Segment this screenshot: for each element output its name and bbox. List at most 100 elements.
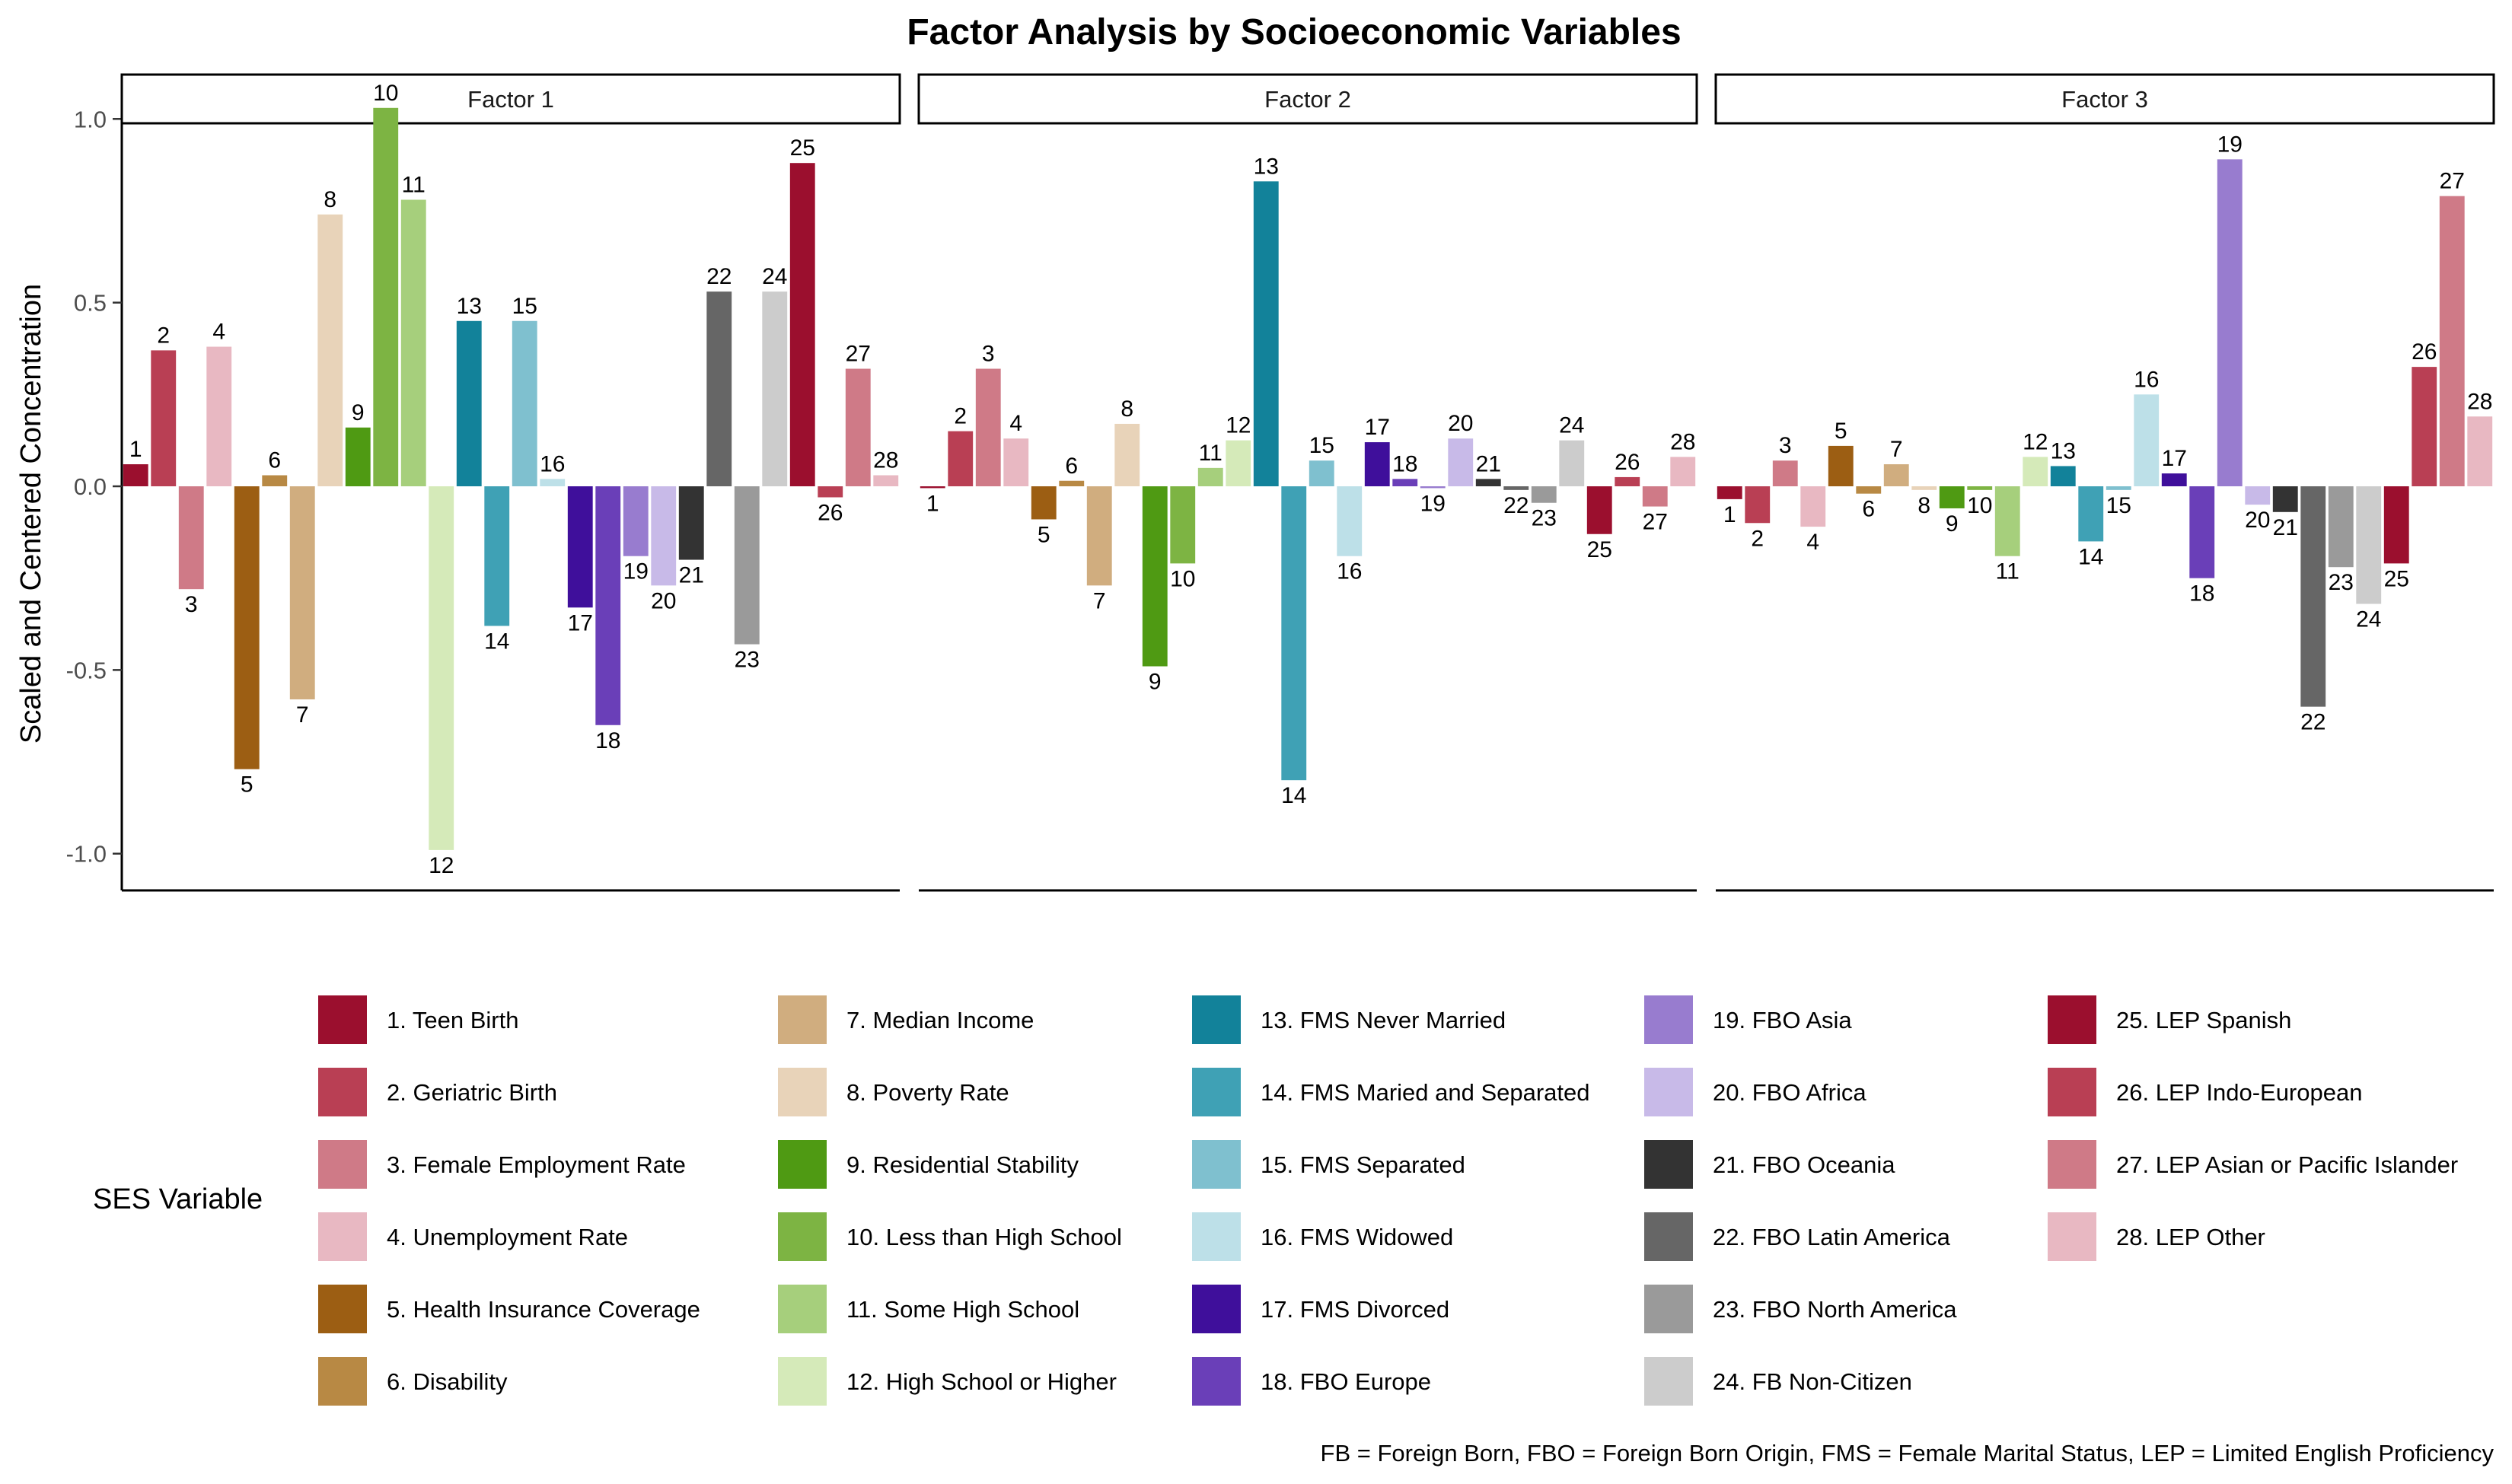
bar-label: 21 [1476,451,1501,476]
bar-factor-3-var-22 [2300,486,2326,707]
legend-swatch [1644,1285,1693,1333]
bar-factor-1-var-8 [317,214,343,486]
facet-panel-2: Factor 212345678910111213141516171819202… [917,73,1698,892]
bar-factor-1-var-17 [567,486,593,608]
bar-label: 27 [846,342,871,367]
legend-items: 1. Teen Birth 2. Geriatric Birth 3. Female… [318,995,2458,1406]
bar-label: 21 [679,563,704,588]
legend-item-11: 11. Some High School [778,1285,1079,1333]
bar-label: 26 [2412,339,2437,365]
bar-factor-3-var-18 [2189,486,2215,578]
bar-label: 11 [1199,441,1223,466]
bar-factor-2-var-20 [1448,438,1474,486]
bar-factor-3-var-27 [2439,196,2465,486]
bar-label: 25 [2384,566,2409,591]
bar-label: 13 [2051,438,2076,463]
bar-label: 1 [926,491,939,516]
bar-label: 24 [2356,607,2381,632]
bar-factor-2-var-14 [1281,486,1307,781]
bar-factor-3-var-15 [2106,486,2131,490]
bar-label: 18 [1392,451,1417,476]
legend-swatch [2048,995,2096,1044]
chart-title: Factor Analysis by Socioeconomic Variabl… [907,12,1681,53]
bar-label: 15 [1309,433,1334,458]
legend-swatch [1192,1357,1241,1406]
bar-factor-2-var-26 [1615,476,1640,486]
legend-item-5: 5. Health Insurance Coverage [318,1285,700,1333]
bar-label: 5 [1038,522,1050,547]
legend-item-3: 3. Female Employment Rate [318,1140,686,1189]
bar-factor-2-var-24 [1559,440,1585,486]
bar-factor-2-var-25 [1586,486,1612,534]
bar-label: 10 [373,81,398,106]
legend-label: 18. FBO Europe [1261,1368,1431,1395]
bar-label: 5 [241,772,253,798]
bar-factor-1-var-1 [123,464,148,486]
legend-swatch [318,1357,367,1406]
legend-swatch [778,1357,827,1406]
legend-item-16: 16. FMS Widowed [1192,1212,1453,1261]
bar-factor-2-var-1 [920,486,945,489]
legend-label: 20. FBO Africa [1713,1079,1866,1106]
bar-factor-1-var-6 [262,475,288,486]
bar-factor-3-var-1 [1717,486,1742,499]
bar-factor-2-var-8 [1114,423,1140,486]
legend-title: SES Variable [93,1183,263,1215]
y-tick-label: 0.5 [74,290,107,317]
bar-label: 17 [2162,446,2187,471]
legend-item-24: 24. FB Non-Citizen [1644,1357,1912,1406]
bar-factor-3-var-19 [2217,159,2243,486]
bar-factor-1-var-12 [429,486,454,850]
legend-swatch [1644,1357,1693,1406]
bar-factor-3-var-5 [1828,445,1854,486]
legend-swatch [1192,1285,1241,1333]
bar-factor-3-var-20 [2245,486,2271,505]
bar-factor-2-var-9 [1142,486,1168,667]
bar-label: 13 [457,294,482,319]
bar-factor-2-var-12 [1226,440,1251,486]
legend-label: 2. Geriatric Birth [387,1079,557,1106]
legend-item-19: 19. FBO Asia [1644,995,1852,1044]
legend-swatch [1644,1140,1693,1189]
bar-factor-2-var-5 [1031,486,1057,520]
y-tick-label: -1.0 [66,841,107,868]
legend-item-10: 10. Less than High School [778,1212,1122,1261]
bar-label: 11 [1996,559,2019,584]
legend-swatch [1644,1212,1693,1261]
bar-factor-3-var-28 [2467,416,2493,486]
bar-label: 12 [429,853,454,878]
legend-item-23: 23. FBO North America [1644,1285,1957,1333]
legend: SES Variable 1. Teen Birth 2. Geriatric B… [93,995,2458,1406]
bar-factor-3-var-21 [2272,486,2298,512]
legend-label: 14. FMS Maried and Separated [1261,1079,1590,1106]
legend-item-25: 25. LEP Spanish [2048,995,2291,1044]
legend-label: 24. FB Non-Citizen [1713,1368,1912,1395]
bar-label: 27 [1643,510,1668,535]
bar-factor-2-var-6 [1059,480,1085,486]
legend-label: 6. Disability [387,1368,508,1395]
legend-item-27: 27. LEP Asian or Pacific Islander [2048,1140,2458,1189]
bar-factor-1-var-25 [789,163,815,486]
bar-label: 15 [512,294,537,319]
bar-factor-2-var-18 [1392,479,1418,486]
bar-label: 2 [157,323,170,348]
bar-factor-1-var-26 [818,486,843,498]
legend-label: 26. LEP Indo-European [2116,1079,2362,1106]
caption: FB = Foreign Born, FBO = Foreign Born Or… [1321,1440,2494,1466]
bar-label: 22 [706,264,732,289]
bar-factor-2-var-23 [1531,486,1557,503]
bar-label: 12 [1226,413,1251,438]
legend-swatch [2048,1140,2096,1189]
bar-factor-2-var-17 [1364,442,1390,486]
bar-label: 28 [1670,429,1695,454]
bar-factor-3-var-16 [2134,394,2160,486]
legend-label: 13. FMS Never Married [1261,1007,1506,1033]
legend-label: 16. FMS Widowed [1261,1224,1453,1250]
bar-label: 14 [1281,783,1306,808]
bar-label: 7 [296,702,309,728]
bar-label: 5 [1835,419,1847,444]
legend-label: 8. Poverty Rate [846,1079,1009,1106]
bar-factor-1-var-19 [623,486,649,556]
legend-item-14: 14. FMS Maried and Separated [1192,1068,1590,1116]
bar-label: 20 [1448,411,1473,436]
